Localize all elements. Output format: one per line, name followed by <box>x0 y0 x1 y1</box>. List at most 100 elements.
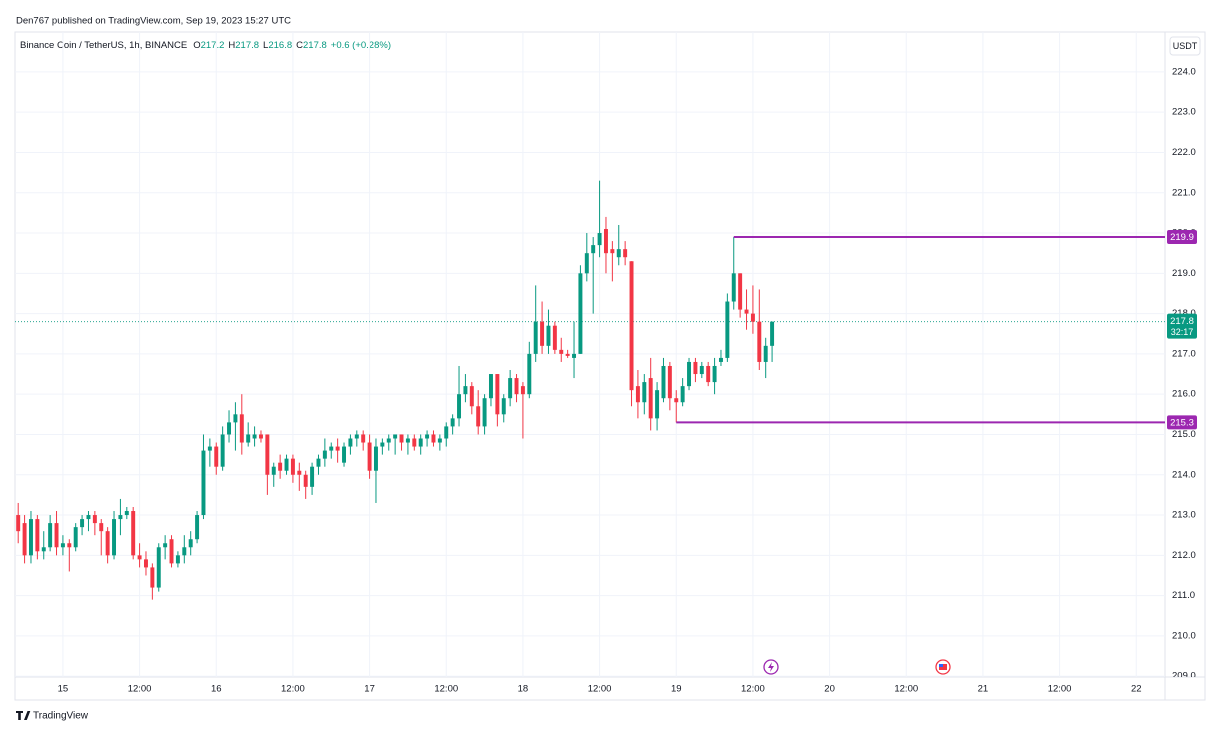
candle-body <box>508 378 513 399</box>
candle-body <box>361 434 366 443</box>
candle-body <box>278 462 283 471</box>
candle-body <box>169 539 174 564</box>
candle-body <box>335 446 340 451</box>
brand-logo <box>15 711 31 720</box>
candle-body <box>501 398 506 415</box>
candle-body <box>661 365 666 399</box>
candle-body <box>348 438 353 447</box>
candle-body <box>150 567 155 588</box>
x-tick-label: 12:00 <box>281 684 305 695</box>
candle-body <box>393 434 398 439</box>
candle-body <box>137 555 142 560</box>
candle-body <box>156 547 161 588</box>
x-tick-label: 12:00 <box>741 684 765 695</box>
candle-body <box>201 450 206 516</box>
x-tick-label: 19 <box>671 684 682 695</box>
candle-body <box>706 365 711 383</box>
y-tick-label: 210.0 <box>1172 630 1196 641</box>
level-tag <box>1167 415 1197 430</box>
candle-body <box>757 321 762 362</box>
candle-body <box>233 414 238 423</box>
candle-body <box>22 523 27 556</box>
y-tick-label: 213.0 <box>1172 510 1196 521</box>
candle-body <box>175 555 180 564</box>
candle-body <box>616 249 621 258</box>
candle-body <box>495 374 500 415</box>
y-tick-label: 214.0 <box>1172 469 1196 480</box>
candle-body <box>342 446 347 463</box>
candle-body <box>265 434 270 475</box>
candle-body <box>457 394 462 419</box>
candle-body <box>520 386 525 395</box>
candle-body <box>725 301 730 358</box>
candle-body <box>195 515 200 540</box>
candle-body <box>220 434 225 467</box>
candle-body <box>92 515 97 524</box>
candle-body <box>163 543 168 548</box>
candle-body <box>437 438 442 443</box>
candle-body <box>405 438 410 443</box>
candle-body <box>718 357 723 362</box>
last-price-label: 217.8 <box>1170 316 1194 327</box>
candle-body <box>425 434 430 439</box>
candle-body <box>373 446 378 471</box>
candle-body <box>143 559 148 568</box>
x-tick-label: 16 <box>211 684 222 695</box>
candle-body <box>578 273 583 354</box>
change: +0.6 (+0.28%) <box>331 40 391 51</box>
candle-body <box>54 523 59 548</box>
candle-body <box>227 422 232 435</box>
title: Binance Coin / TetherUS, 1h, BINANCE <box>20 40 187 51</box>
flag-canton <box>939 664 943 667</box>
candle-body <box>271 466 276 475</box>
currency: USDT <box>1173 41 1198 51</box>
candle-body <box>693 361 698 375</box>
candle-body <box>431 434 436 443</box>
candle-body <box>514 378 519 395</box>
candle-body <box>463 386 468 395</box>
candle-body <box>450 418 455 427</box>
ohlc-value: 217.8 <box>235 40 259 51</box>
candle-body <box>16 515 21 532</box>
candle-body <box>367 442 372 471</box>
candle-body <box>99 523 104 532</box>
ohlc-letter: C <box>296 40 303 51</box>
currency-button[interactable] <box>1169 36 1201 56</box>
candle-body <box>118 515 123 520</box>
x-tick-label: 22 <box>1131 684 1142 695</box>
candle-body <box>744 309 749 314</box>
event-icons <box>763 659 951 675</box>
y-tick-label: 215.0 <box>1172 429 1196 440</box>
level-label: 215.3 <box>1170 417 1194 428</box>
candle-body <box>629 261 634 391</box>
plot <box>15 32 1165 677</box>
candle-body <box>252 434 257 439</box>
candle-body <box>565 353 570 356</box>
x-tick-label: 15 <box>58 684 69 695</box>
y-tick-label: 216.0 <box>1172 389 1196 400</box>
candle-body <box>188 539 193 548</box>
candle-body <box>584 253 589 274</box>
candle-body <box>284 458 289 471</box>
candle-body <box>303 474 308 487</box>
y-tick-label: 224.0 <box>1172 66 1196 77</box>
candle-body <box>591 245 596 254</box>
candle-body <box>246 434 251 443</box>
candle-body <box>469 386 474 407</box>
x-tick-label: 12:00 <box>128 684 152 695</box>
candle-body <box>687 361 692 387</box>
candle-body <box>712 365 717 383</box>
x-tick-label: 17 <box>364 684 375 695</box>
candle-body <box>412 438 417 447</box>
candle-body <box>763 345 768 362</box>
candle-body <box>552 325 557 350</box>
x-tick-label: 12:00 <box>434 684 458 695</box>
candle-body <box>731 273 736 302</box>
candle-body <box>239 414 244 443</box>
brand: TradingView <box>33 711 89 722</box>
candle-body <box>124 511 129 516</box>
y-tick-label: 218.0 <box>1172 308 1196 319</box>
x-tick-label: 12:00 <box>894 684 918 695</box>
candle-body <box>642 382 647 403</box>
candle-body <box>112 519 117 556</box>
